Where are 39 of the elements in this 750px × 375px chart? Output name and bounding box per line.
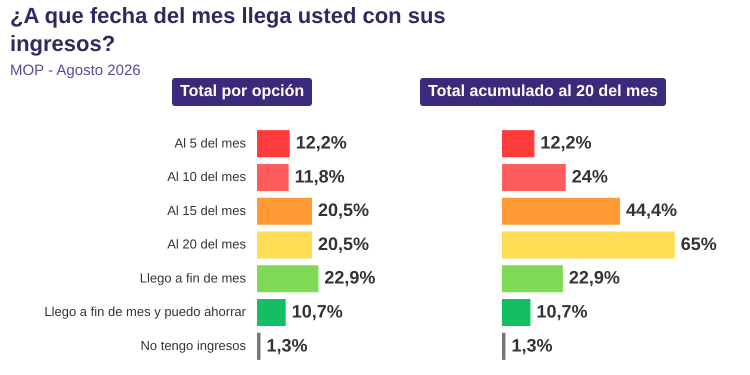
y-tick-label: No tengo ingresos [140,338,246,353]
data-label: 12,2% [296,132,347,153]
bar [502,332,506,360]
bar [257,198,312,225]
data-label: 12,2% [540,132,592,153]
chart-title: Total por opción [172,78,312,106]
bar [502,265,563,292]
chart-title: Total acumulado al 20 del mes [420,78,666,106]
bar [257,164,289,191]
bar [502,130,534,158]
bar [257,130,290,158]
bar [257,299,286,326]
data-label: 1,3% [511,335,552,356]
y-tick-label: Al 15 del mes [167,202,246,218]
data-label: 22,9% [568,268,620,288]
bar [257,265,318,292]
data-label: 11,8% [294,166,345,186]
bar [257,332,260,360]
bar [502,231,675,259]
y-tick-label: Llego a fin de mes [140,270,246,286]
data-label: 20,5% [318,234,370,254]
bar [502,164,566,191]
data-label: 10,7% [292,302,343,322]
y-tick-label: Llego a fin de mes y puedo ahorrar [44,304,247,320]
text: ¿A que fecha del mes llega usted con sus ingresos? [10,2,447,58]
data-label: 1,3% [266,335,308,356]
bar [502,299,530,326]
y-tick-label: Al 10 del mes [167,169,246,184]
data-label: 10,7% [536,302,588,322]
data-label: 22,9% [324,268,376,288]
bar [257,231,312,259]
y-tick-label: Al 5 del mes [174,135,246,150]
data-label: 44,4% [626,200,678,220]
data-label: 24% [572,166,608,186]
y-tick-label: Al 20 del mes [167,236,246,252]
text: MOP - Agosto 2026 [10,62,142,79]
bar [502,198,620,225]
data-label: 65% [680,234,717,254]
data-label: 20,5% [318,200,370,220]
